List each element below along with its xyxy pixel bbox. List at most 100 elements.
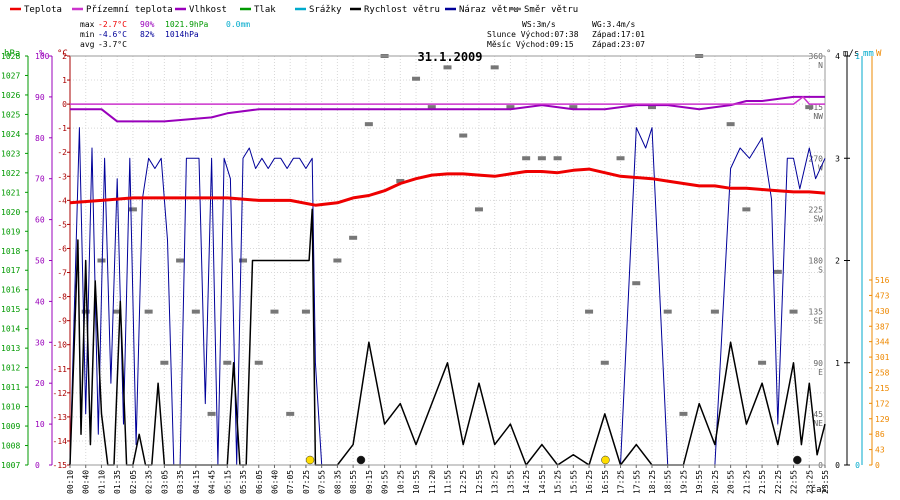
x-tick-label: 03:35 xyxy=(176,470,185,494)
direction-compass-label: E xyxy=(818,368,823,377)
wind-direction-point xyxy=(128,207,137,212)
humidity-tick-label: 40 xyxy=(35,297,45,306)
wind-unit: m/s xyxy=(843,49,859,59)
rain-tick-label: 1 xyxy=(855,52,860,61)
x-tick-label: 09:15 xyxy=(365,470,374,494)
stats-max-pressure: 1021.9hPa xyxy=(165,20,209,29)
pressure-tick-label: 1010 xyxy=(1,403,20,412)
x-tick-label: 23:55 xyxy=(821,470,830,494)
wind-direction-point xyxy=(396,178,405,183)
wind-direction-point xyxy=(474,207,483,212)
wind-direction-point xyxy=(412,76,421,81)
x-tick-label: 19:25 xyxy=(679,470,688,494)
pressure-tick-label: 1021 xyxy=(1,188,20,197)
x-tick-label: 22:25 xyxy=(774,470,783,494)
x-tick-label: 12:55 xyxy=(475,470,484,494)
temperature-tick-label: -14 xyxy=(53,437,68,446)
x-tick-label: 16:55 xyxy=(601,470,610,494)
info-sunset: Západ:17:01 xyxy=(592,30,645,39)
x-tick-label: 00:40 xyxy=(82,470,91,494)
x-tick-label: 08:35 xyxy=(333,470,342,494)
stats-max-label: max xyxy=(80,20,95,29)
x-tick-label: 20:55 xyxy=(727,470,736,494)
wind-direction-point xyxy=(490,65,499,70)
x-tick-label: 20:25 xyxy=(711,470,720,494)
wind-direction-point xyxy=(207,411,216,416)
pressure-tick-label: 1015 xyxy=(1,305,20,314)
pressure-tick-label: 1025 xyxy=(1,110,20,119)
radiation-tick-label: 215 xyxy=(875,384,890,393)
radiation-tick-label: 387 xyxy=(875,322,890,331)
x-tick-label: 04:45 xyxy=(208,470,217,494)
x-tick-label: 16:25 xyxy=(585,470,594,494)
wind-tick-label: 4 xyxy=(835,52,840,61)
pressure-tick-label: 1009 xyxy=(1,422,20,431)
x-tick-label: 03:05 xyxy=(160,470,169,494)
info-moonrise: Měsíc Východ:09:15 xyxy=(487,40,574,49)
radiation-tick-label: 301 xyxy=(875,353,890,362)
pressure-unit: hPa xyxy=(4,49,20,59)
wind-direction-point xyxy=(553,156,562,161)
direction-tick-label: 45 xyxy=(813,410,823,419)
x-tick-label: 07:55 xyxy=(318,470,327,494)
pressure-tick-label: 1024 xyxy=(1,130,20,139)
x-tick-label: 06:40 xyxy=(270,470,279,494)
x-tick-label: 04:15 xyxy=(192,470,201,494)
pressure-tick-label: 1016 xyxy=(1,286,20,295)
wind-direction-point xyxy=(333,258,342,263)
x-tick-label: 15:55 xyxy=(569,470,578,494)
pressure-tick-label: 1014 xyxy=(1,325,20,334)
wind-direction-point xyxy=(144,309,153,314)
radiation-tick-label: 0 xyxy=(875,461,880,470)
temperature-tick-label: -1 xyxy=(57,124,67,133)
direction-tick-label: 315 xyxy=(809,103,824,112)
pressure-tick-label: 1027 xyxy=(1,71,20,80)
x-tick-label: 10:25 xyxy=(396,470,405,494)
temperature-tick-label: -10 xyxy=(53,341,68,350)
moonrise-marker xyxy=(356,455,366,465)
wind-direction-point xyxy=(349,235,358,240)
stats-min-temp: -4.6°C xyxy=(98,30,127,39)
x-tick-label: 06:05 xyxy=(255,470,264,494)
x-tick-label: 07:25 xyxy=(302,470,311,494)
wind-direction-point xyxy=(726,122,735,127)
temperature-tick-label: -13 xyxy=(53,413,68,422)
wind-direction-point xyxy=(286,411,295,416)
x-tick-label: 18:55 xyxy=(664,470,673,494)
x-tick-label: 02:35 xyxy=(145,470,154,494)
x-tick-label: 05:35 xyxy=(239,470,248,494)
moonset-marker xyxy=(793,455,802,465)
direction-tick-label: 270 xyxy=(809,154,824,163)
x-tick-label: 15:25 xyxy=(554,470,563,494)
wind-direction-point xyxy=(742,207,751,212)
legend-label: Teplota xyxy=(24,5,62,15)
wind-direction-point xyxy=(176,258,185,263)
direction-compass-label: NE xyxy=(813,419,823,428)
chart-title: 31.1.2009 xyxy=(417,50,482,64)
pressure-tick-label: 1012 xyxy=(1,364,20,373)
wind-direction-point xyxy=(301,309,310,314)
x-axis-label: čas xyxy=(811,484,827,495)
rain-unit: mm xyxy=(863,49,874,59)
pressure-tick-label: 1017 xyxy=(1,266,20,275)
humidity-tick-label: 10 xyxy=(35,420,45,429)
temperature-tick-label: -2 xyxy=(57,148,67,157)
wind-direction-point xyxy=(191,309,200,314)
temperature-tick-label: -5 xyxy=(57,220,67,229)
stats-min-pressure: 1014hPa xyxy=(165,30,199,39)
x-tick-label: 07:05 xyxy=(286,470,295,494)
humidity-tick-label: 20 xyxy=(35,379,45,388)
humidity-tick-label: 30 xyxy=(35,338,45,347)
wind-direction-point xyxy=(616,156,625,161)
direction-unit: ° xyxy=(826,49,831,59)
x-tick-label: 13:55 xyxy=(506,470,515,494)
x-tick-label: 01:10 xyxy=(97,470,106,494)
direction-compass-label: N xyxy=(818,61,823,70)
humidity-tick-label: 0 xyxy=(35,461,40,470)
humidity-unit: % xyxy=(39,49,45,59)
temperature-tick-label: -12 xyxy=(53,389,68,398)
pressure-tick-label: 1023 xyxy=(1,149,20,158)
radiation-tick-label: 258 xyxy=(875,369,890,378)
x-tick-label: 13:25 xyxy=(491,470,500,494)
direction-compass-label: NW xyxy=(813,112,823,121)
